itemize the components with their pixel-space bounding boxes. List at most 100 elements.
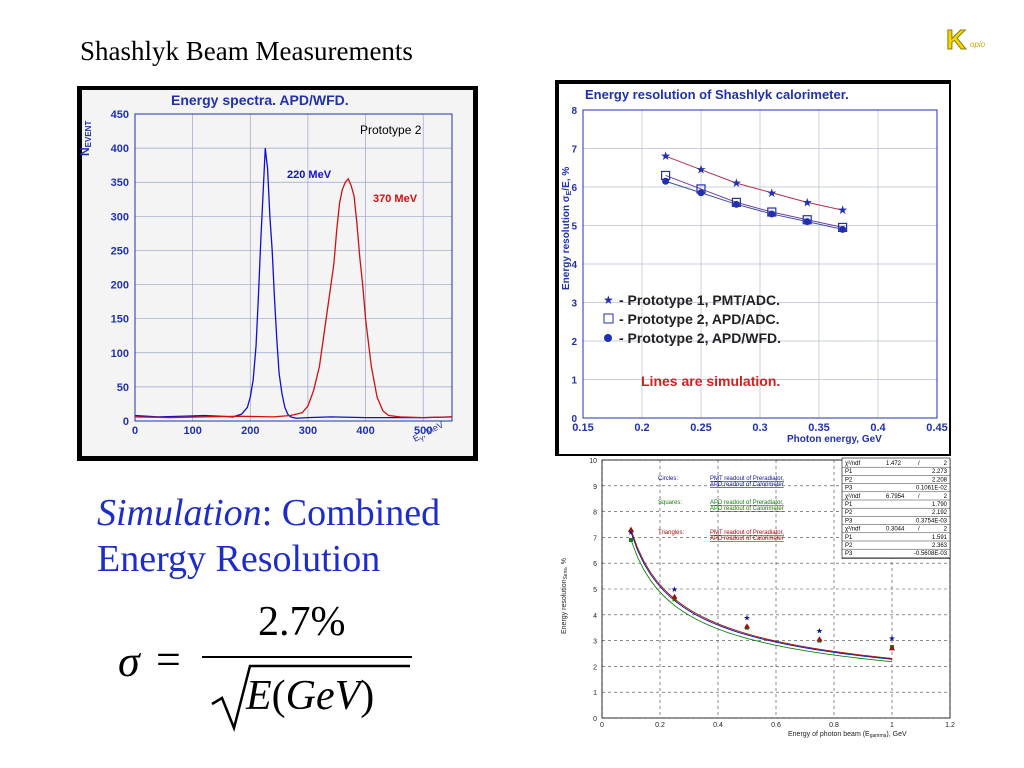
legend-note-text: PMT readout of Preradiator, [710,476,784,482]
simulation-line-2 [665,174,843,228]
stats-value: 1.790 [932,502,948,508]
data-point-circle: ★ [743,613,750,622]
data-point-circle: ★ [888,634,895,643]
stats-chi-value: 1.472 [886,461,902,467]
stats-value: 0.3754E-03 [916,518,948,524]
y-tick-label: 3 [571,299,577,310]
stats-param: P2 [845,477,853,483]
stats-slash: / [918,461,920,467]
y-tick-label: 10 [589,458,597,465]
formula-equals: = [156,635,181,684]
den-unit: GeV [285,673,361,719]
data-point-dot [839,225,847,233]
y-axis-label: Energy resolutionSens, % [561,558,569,634]
series-label-370: 370 MeV [373,193,418,205]
y-tick-label: 7 [593,535,597,542]
kopio-logo: K opio [945,24,992,56]
x-axis-label-main: E [411,432,421,444]
legend-note-text-2: APD readout of Calorimeter [710,482,784,488]
x-tick-label: 0.35 [808,422,829,434]
y-axis-label-unit: /E, % [561,167,572,191]
data-point-triangle [744,623,750,629]
series-label-220: 220 MeV [287,169,332,181]
data-point-dot [662,177,670,185]
x-axis-label: Photon energy, GeV [787,434,882,445]
y-tick-label: 5 [571,222,577,233]
y-tick-label: 0 [593,716,597,723]
formula-sigma: σ [118,637,140,686]
y-tick-label: 200 [111,280,129,292]
legend-entry-2: - Prototype 2, APD/ADC. [619,311,780,327]
legend: ★ - Prototype 1, PMT/ADC. - Prototype 2,… [603,292,781,346]
energy-spectra-chart: 0 100 200 300 400 500 0 50 100 150 200 250 300 350 400… [77,86,478,461]
data-point-star: ★ [696,163,707,177]
data-point-circle: ★ [627,528,634,537]
combined-resolution-chart: 0 0.2 0.4 0.6 0.8 1 1.2 0 1 2 3 4 5 6 7 8 9 10 ★ ★ ★ ★ ★ Circ… [556,456,960,740]
y-tick-label: 8 [571,106,577,117]
y-axis-label-sub: E [566,190,573,195]
y-axis-label: Energy resolution σE/E, % [561,167,573,290]
data-point-circle: ★ [671,585,678,594]
x-axis-label-sub: γ [419,435,426,443]
y-tick-label: 2 [593,664,597,671]
x-tick-label: 1.2 [945,722,955,729]
y-axis-label-main: Energy resolution σ [561,195,572,290]
simulation-line-1: Simulation: Combined [97,490,440,536]
prototype-annotation: Prototype 2 [360,123,422,137]
y-tick-label: 6 [571,183,577,194]
logo-letter: K [945,24,967,56]
x-tick-label: 0.25 [690,422,711,434]
stats-value: 2.273 [932,469,948,475]
y-tick-label: 2 [571,337,577,348]
series-line-370mev [134,177,453,419]
simulation-line-3 [665,180,843,230]
x-tick-label: 500 [414,425,432,437]
data-point-square [629,537,633,542]
plot-area-border [601,459,951,719]
data-point-dot [732,200,740,208]
stats-chi-value: 6.7954 [886,494,905,500]
y-tick-label: 8 [593,510,597,517]
y-tick-label: 3 [593,639,597,646]
data-point-triangle [889,645,895,651]
stats-value: 1.591 [932,535,948,541]
stats-value: -0.5608E-03 [914,551,948,557]
stats-value: 2.363 [932,543,948,549]
y-tick-label: 350 [111,177,129,189]
legend-note-text: APD readout of Preradiator, [710,500,784,506]
y-tick-label: 450 [111,109,129,121]
stats-value: 0.1061E-02 [916,486,948,492]
radical-sign [211,664,410,732]
formula-numerator: 2.7% [258,599,346,645]
plot-area-border [582,109,938,419]
x-tick-label: 100 [183,425,201,437]
stats-value: 2.208 [932,477,948,483]
data-point-star: ★ [766,186,777,200]
x-tick-label: 0.2 [655,722,665,729]
stats-slash: / [918,494,920,500]
y-tick-label: 400 [111,143,129,155]
x-tick-label: 0.2 [634,422,649,434]
energy-spectra-svg: 0 100 200 300 400 500 0 50 100 150 200 250 300 350 400… [78,90,473,456]
resolution-formula: σ = 2.7% E(GeV) [118,598,418,738]
fit-curve-squares [630,539,893,663]
data-point-triangle [671,593,678,599]
y-axis-label: NEVENT [78,121,93,156]
stats-param: χ²/ndf [845,461,860,467]
y-tick-label: 50 [117,382,129,394]
legend-marker-square [603,313,614,324]
stats-value: 2 [944,494,948,500]
chart-title: Energy spectra. APD/WFD. [171,92,349,108]
y-tick-label: 4 [571,260,577,271]
legend-marker-dot [604,334,612,342]
stats-param: P3 [845,486,853,492]
simulation-italic: Simulation [97,492,262,534]
x-tick-label: 300 [299,425,317,437]
legend-entry-3: - Prototype 2, APD/WFD. [619,330,781,346]
plot-frame [559,84,949,454]
slide-title: Shashlyk Beam Measurements [80,36,413,66]
stats-chi-value: 0.3044 [886,527,905,533]
x-axis-label-main: Energy of photon beam (E [788,731,870,738]
stats-value: 2 [944,527,948,533]
stats-param: P1 [845,502,853,508]
